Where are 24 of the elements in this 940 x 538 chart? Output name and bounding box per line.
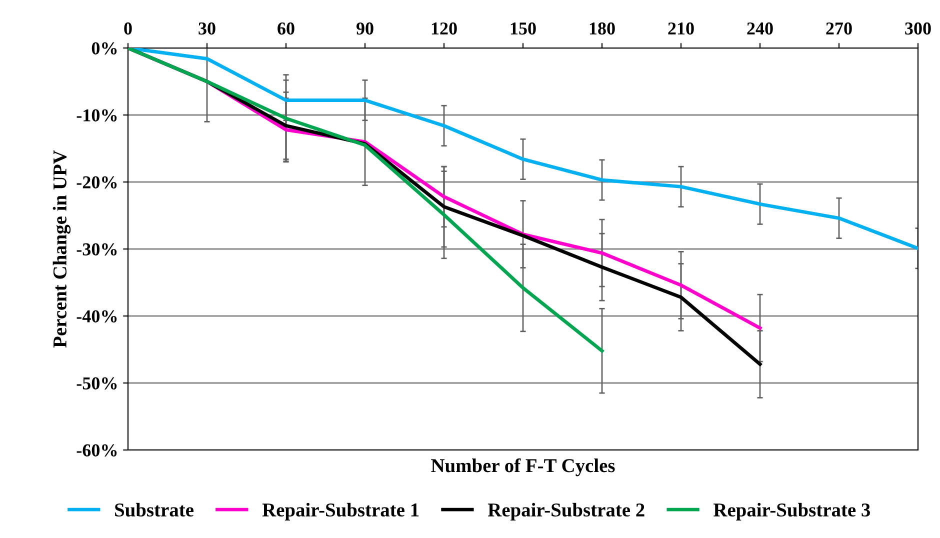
x-tick-label: 0: [124, 22, 132, 35]
x-tick-label: 30: [198, 22, 216, 35]
x-axis-title: Number of F-T Cycles: [431, 458, 615, 476]
y-tick-label: -60%: [76, 444, 117, 456]
y-axis-title: Percent Change in UPV: [52, 150, 71, 348]
y-tick-label: -30%: [76, 243, 117, 256]
legend-label: Repair-Substrate 2: [488, 502, 644, 520]
x-tick-label: 120: [432, 22, 457, 35]
y-tick-label: 0%: [92, 42, 117, 54]
legend-label: Repair-Substrate 1: [262, 502, 419, 520]
y-tick-label: -10%: [76, 109, 117, 122]
x-tick-label: 150: [510, 22, 536, 35]
y-tick-label: -50%: [76, 377, 117, 390]
legend-label: Substrate: [115, 502, 194, 517]
x-tick-label: 240: [747, 22, 773, 35]
x-tick-label: 90: [356, 22, 374, 35]
x-tick-label: 300: [905, 22, 931, 35]
legend-label: Repair-Substrate 3: [714, 502, 870, 520]
x-tick-label: 210: [668, 22, 694, 35]
x-tick-label: 180: [590, 22, 615, 35]
y-tick-label: -40%: [76, 310, 117, 322]
x-tick-label: 270: [826, 22, 852, 35]
x-tick-label: 60: [278, 22, 294, 35]
y-tick-label: -20%: [76, 176, 117, 188]
